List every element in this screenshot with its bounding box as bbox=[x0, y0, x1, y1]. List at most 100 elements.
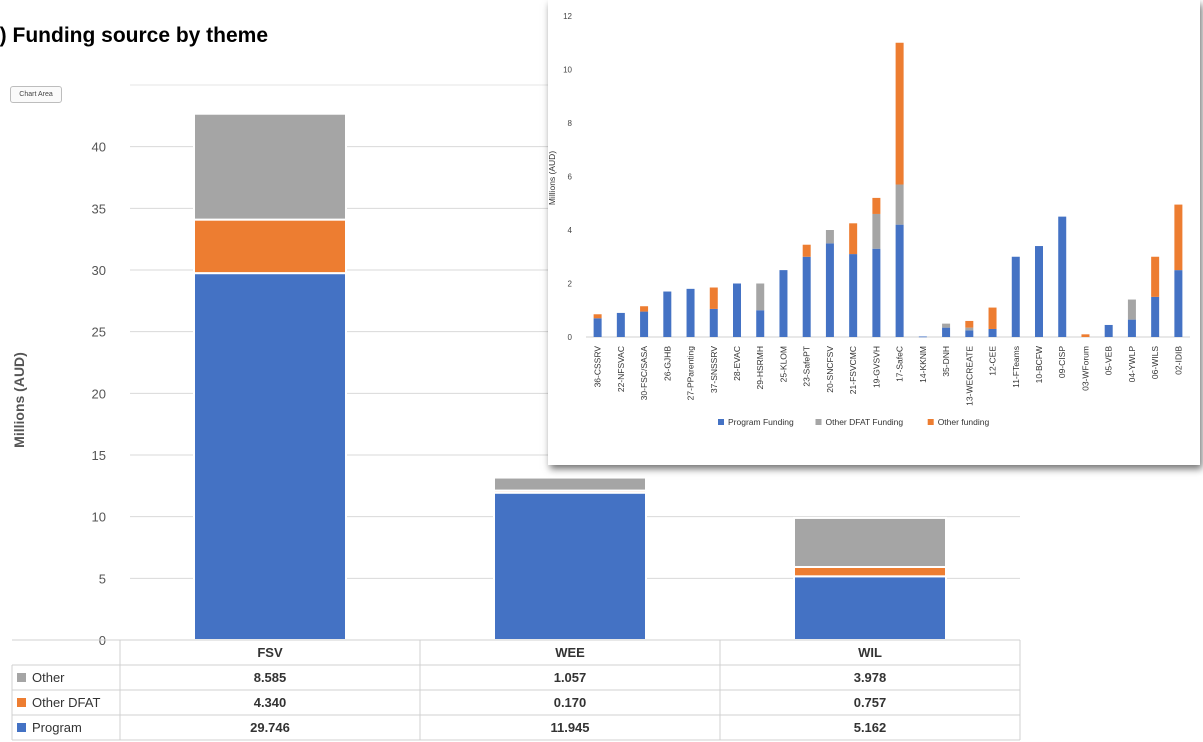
inset-bar-segment bbox=[965, 327, 974, 331]
bar-segment bbox=[193, 272, 347, 641]
inset-bar-segment bbox=[802, 256, 811, 337]
inset-bar-segment bbox=[872, 213, 881, 249]
y-tick-label: 5 bbox=[99, 571, 106, 586]
inset-bar-segment bbox=[895, 42, 904, 185]
inset-category-label: 09-CISP bbox=[1057, 346, 1067, 378]
inset-bar-segment bbox=[1174, 270, 1183, 337]
inset-category-label: 03-WForum bbox=[1080, 346, 1090, 391]
inset-bar-segment bbox=[1035, 246, 1043, 337]
inset-category-label: 02-IDIB bbox=[1173, 346, 1183, 375]
inset-bar-segment bbox=[1174, 204, 1183, 271]
y-tick-label: 25 bbox=[92, 325, 106, 340]
y-tick-label: 20 bbox=[92, 386, 106, 401]
inset-legend-label: Other DFAT Funding bbox=[826, 417, 904, 427]
y-tick-label: 30 bbox=[92, 263, 106, 278]
inset-bar-segment bbox=[1151, 296, 1160, 337]
table-value: 0.757 bbox=[854, 695, 887, 710]
inset-bar-segment bbox=[640, 306, 649, 312]
category-label: FSV bbox=[257, 645, 283, 660]
table-series-label: Program bbox=[32, 720, 82, 735]
inset-category-label: 12-CEE bbox=[988, 346, 998, 376]
table-value: 3.978 bbox=[854, 670, 887, 685]
y-tick-label: 40 bbox=[92, 140, 106, 155]
inset-bar-segment bbox=[872, 197, 881, 214]
inset-y-tick-label: 6 bbox=[568, 173, 573, 182]
inset-category-label: 22-NFSVAC bbox=[616, 346, 626, 392]
inset-chart-panel[interactable]: 0 2 4 6 8 10 12 Millions (AUD) 36-CSSRV 22-NFSVAC… bbox=[548, 0, 1200, 465]
y-tick-label: 35 bbox=[92, 201, 106, 216]
inset-bar-segment bbox=[1104, 324, 1113, 337]
inset-y-tick-label: 8 bbox=[568, 119, 573, 128]
inset-y-tick-label: 12 bbox=[563, 12, 572, 21]
inset-bar-segment bbox=[1011, 256, 1020, 337]
y-tick-label: 15 bbox=[92, 448, 106, 463]
inset-category-label: 36-CSSRV bbox=[593, 346, 603, 388]
inset-bar-segment bbox=[779, 270, 788, 337]
inset-bar-segment bbox=[942, 323, 951, 328]
inset-legend-label: Program Funding bbox=[728, 417, 794, 427]
inset-category-label: 25-KLOM bbox=[778, 346, 788, 382]
category-label: WEE bbox=[555, 645, 585, 660]
bar-segment bbox=[193, 112, 347, 221]
table-value: 11.945 bbox=[550, 720, 589, 735]
inset-bar-segment bbox=[849, 223, 858, 255]
table-value: 5.162 bbox=[854, 720, 887, 735]
inset-bar-segment bbox=[965, 320, 974, 328]
inset-bar-segment bbox=[733, 283, 741, 337]
inset-bar-segment bbox=[1127, 319, 1136, 337]
bar-segment bbox=[493, 491, 647, 642]
inset-category-label: 10-BCFW bbox=[1034, 346, 1044, 383]
inset-bar-segment bbox=[1127, 299, 1136, 320]
legend-swatch bbox=[17, 673, 26, 682]
inset-y-axis-label: Millions (AUD) bbox=[548, 151, 557, 205]
inset-category-label: 13-WECREATE bbox=[964, 346, 974, 406]
inset-category-label: 11-FTeams bbox=[1011, 346, 1021, 388]
inset-bar-segment bbox=[756, 283, 765, 311]
inset-bar-segment bbox=[1081, 334, 1090, 337]
inset-bar-segment bbox=[988, 307, 997, 329]
bar-segment bbox=[793, 575, 947, 641]
inset-bar-segment bbox=[825, 230, 834, 244]
inset-category-label: 37-SNSSRV bbox=[709, 346, 719, 393]
inset-bar-segment bbox=[1058, 216, 1067, 337]
inset-bar-segment bbox=[616, 312, 625, 337]
bar-segment bbox=[493, 476, 647, 492]
inset-bar-segment bbox=[593, 318, 602, 337]
inset-category-label: 28-EVAC bbox=[732, 346, 742, 381]
chart-heading: 3) Funding source by theme bbox=[0, 24, 269, 47]
inset-bar-segment bbox=[895, 184, 904, 225]
inset-bar-segment bbox=[872, 248, 881, 337]
table-value: 1.057 bbox=[554, 670, 587, 685]
inset-category-label: 35-DNH bbox=[941, 346, 951, 377]
inset-bar-segment bbox=[895, 224, 904, 337]
table-value: 4.340 bbox=[254, 695, 287, 710]
inset-bar-segment bbox=[756, 310, 765, 337]
inset-bar-segment bbox=[849, 254, 858, 337]
bar-segment bbox=[193, 218, 347, 275]
table-series-label: Other DFAT bbox=[32, 695, 100, 710]
y-axis-label: Millions (AUD) bbox=[11, 352, 27, 448]
inset-bar-segment bbox=[686, 288, 695, 337]
inset-category-label: 14-KKNM bbox=[918, 346, 928, 383]
bar-segment bbox=[793, 516, 947, 568]
inset-bar-segment bbox=[1151, 256, 1160, 297]
inset-category-label: 19-GVSVH bbox=[871, 346, 881, 388]
inset-bar-segment bbox=[640, 311, 649, 337]
inset-category-label: 06-WILS bbox=[1150, 346, 1160, 379]
inset-bar-segment bbox=[663, 291, 672, 337]
inset-bar-segment bbox=[825, 243, 834, 337]
inset-category-label: 26-GJHB bbox=[662, 346, 672, 381]
inset-category-label: 05-VEB bbox=[1104, 346, 1114, 376]
inset-bar-segment bbox=[593, 314, 602, 319]
inset-legend-swatch bbox=[815, 419, 822, 425]
inset-y-tick-label: 0 bbox=[568, 333, 573, 342]
inset-bar-segment bbox=[709, 308, 718, 337]
y-tick-label: 10 bbox=[92, 510, 106, 525]
chart-area-tooltip: Chart Area bbox=[10, 86, 62, 103]
inset-category-label: 04-YWLP bbox=[1127, 346, 1137, 383]
table-value: 8.585 bbox=[254, 670, 287, 685]
inset-bar-segment bbox=[942, 327, 951, 337]
category-label: WIL bbox=[858, 645, 882, 660]
inset-category-label: 27-PParenting bbox=[686, 346, 696, 401]
inset-stacked-bar-chart[interactable]: 0 2 4 6 8 10 12 Millions (AUD) 36-CSSRV 22-NFSVAC… bbox=[548, 0, 1200, 465]
